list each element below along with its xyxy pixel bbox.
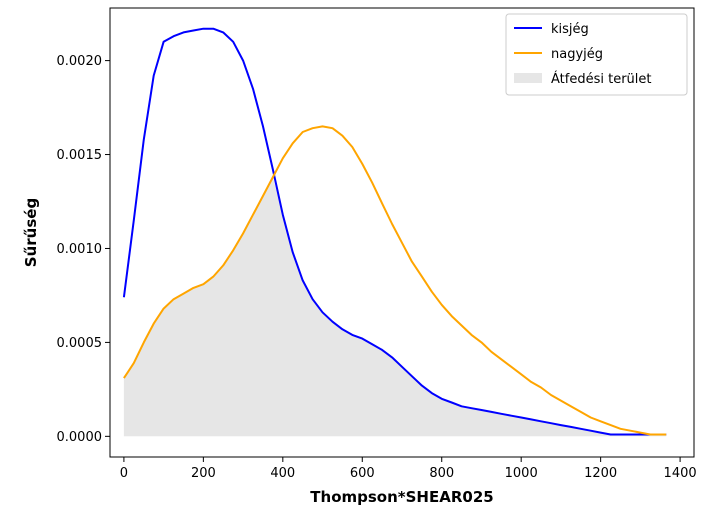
legend-box (505, 13, 688, 96)
legend: kisjég nagyjég Átfedési terület (505, 13, 688, 96)
series-line-0 (122, 27, 667, 436)
legend-label-kisjeg: kisjég (551, 22, 589, 37)
legend-swatch-overlap (514, 73, 542, 83)
x-tick-label: 600 (350, 466, 375, 481)
plot-frame (109, 7, 695, 458)
x-tick-label: 1400 (664, 466, 697, 481)
y-axis-ticks: 0.0000 0.0005 0.0010 0.0015 0.0020 (57, 54, 110, 445)
x-tick-label: 800 (429, 466, 454, 481)
overlap-area-layer (123, 177, 667, 437)
x-tick-label: 400 (270, 466, 295, 481)
x-axis-ticks: 0 200 400 600 800 1000 1200 1400 (120, 457, 697, 481)
y-tick-label: 0.0020 (57, 54, 103, 69)
x-tick-label: 0 (120, 466, 128, 481)
y-tick-label: 0.0005 (57, 336, 103, 351)
y-tick-label: 0.0010 (57, 242, 103, 257)
y-tick-label: 0.0000 (57, 430, 103, 445)
x-tick-label: 200 (191, 466, 216, 481)
x-tick-label: 1200 (584, 466, 617, 481)
series-lines-layer (122, 27, 667, 436)
overlap-area (123, 177, 667, 437)
series-line-1 (123, 125, 667, 436)
x-tick-label: 1000 (505, 466, 538, 481)
y-axis-label: Sűrűség (22, 198, 40, 267)
y-tick-label: 0.0015 (57, 148, 103, 163)
legend-label-nagyjeg: nagyjég (551, 47, 603, 62)
x-axis-label: Thompson*SHEAR025 (310, 488, 493, 506)
legend-label-overlap: Átfedési terület (551, 71, 652, 87)
